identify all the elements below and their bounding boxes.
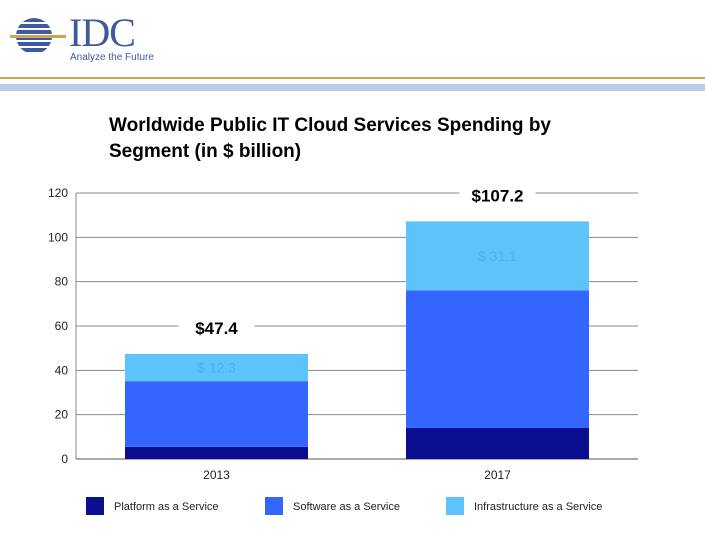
x-tick-label: 2013 xyxy=(203,468,230,482)
legend-swatch xyxy=(265,497,283,515)
bar-segment xyxy=(125,446,308,459)
legend-label: Software as a Service xyxy=(293,501,400,513)
legend-swatch xyxy=(86,497,104,515)
y-tick-label: 80 xyxy=(55,275,69,289)
y-tick-label: 100 xyxy=(48,230,68,244)
legend-label: Platform as a Service xyxy=(114,501,219,513)
segment-data-label: $ 12.3 xyxy=(197,360,236,376)
bar-segment xyxy=(406,290,589,428)
chart-title: Worldwide Public IT Cloud Services Spend… xyxy=(109,115,551,162)
total-label-bg xyxy=(178,316,255,339)
total-label-bg xyxy=(459,184,536,207)
bar-segment xyxy=(406,221,589,291)
y-tick-label: 20 xyxy=(55,408,69,422)
bar-segment xyxy=(406,427,589,459)
total-data-label: $47.4 xyxy=(195,319,238,338)
y-tick-label: 120 xyxy=(48,186,68,200)
logo-tagline: Analyze the Future xyxy=(70,52,154,63)
header-gold-rule xyxy=(0,77,705,79)
total-data-label: $107.2 xyxy=(472,186,524,205)
x-tick-label: 2017 xyxy=(484,468,511,482)
y-tick-label: 60 xyxy=(55,319,69,333)
globe-icon xyxy=(10,18,66,52)
legend-swatch xyxy=(446,497,464,515)
y-tick-label: 40 xyxy=(55,363,69,377)
idc-logo: IDC Analyze the Future xyxy=(10,10,170,64)
bar-segment xyxy=(125,381,308,447)
logo-wordmark: IDC xyxy=(69,10,136,55)
segment-data-label: $ 31.1 xyxy=(478,248,517,264)
header-blue-band xyxy=(0,84,705,91)
y-tick-label: 0 xyxy=(61,452,68,466)
legend-label: Infrastructure as a Service xyxy=(474,501,602,513)
header: IDC Analyze the Future xyxy=(0,0,705,92)
bar-segment xyxy=(125,353,308,382)
